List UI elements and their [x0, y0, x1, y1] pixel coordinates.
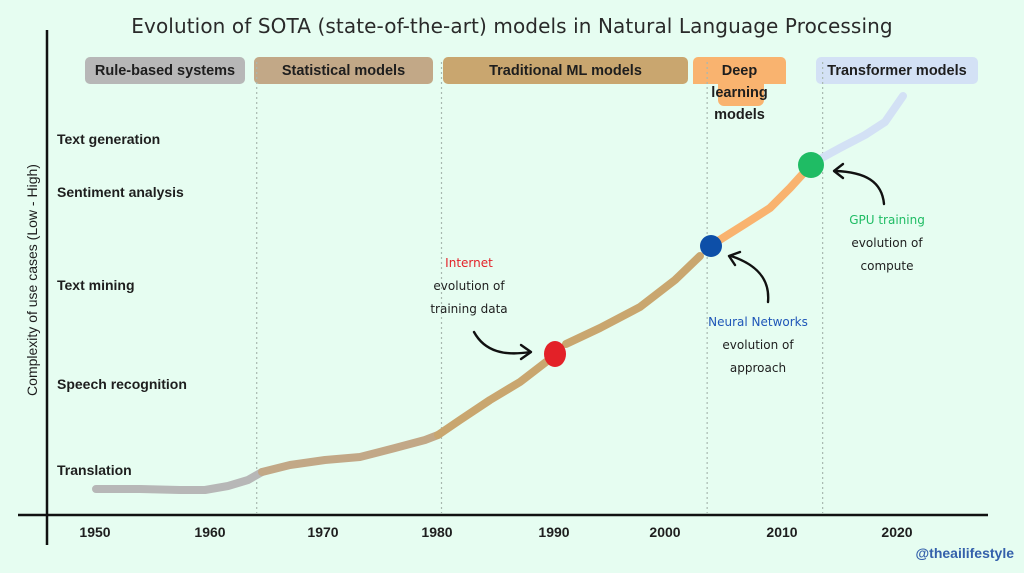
diagram-title: Evolution of SOTA (state-of-the-art) mod…	[131, 14, 893, 38]
annotation-neural-networks-line1: evolution of	[722, 338, 794, 352]
annotation-internet-highlight: Internet	[445, 256, 493, 270]
annotation-neural-networks-line2: approach	[729, 361, 787, 375]
annotation-gpu-training-highlight: GPU training	[849, 213, 925, 227]
annotation-gpu-training-line1: evolution of	[851, 236, 923, 250]
progress-curve	[92, 92, 907, 494]
era-deep-learning-box-bottom	[718, 80, 764, 106]
curve-segment-traditional-ml-models	[434, 358, 550, 439]
era-deep-learning-line1: Deep learning	[711, 63, 768, 101]
era-rule-based: Rule-based systems	[85, 57, 245, 84]
y-axis-title: Complexity of use cases (Low - High)	[24, 164, 40, 396]
curve-segment-transformer-models	[814, 92, 907, 164]
curve-segment-rule-based-systems	[92, 468, 266, 494]
milestone-dot-internet	[544, 341, 566, 367]
arrow-gpu-training	[833, 169, 886, 206]
arrow-internet	[472, 330, 532, 355]
annotation-internet-line2: training data	[430, 302, 508, 316]
annotation-gpu-training-line2: compute	[860, 259, 914, 273]
y-level-sentiment-analysis: Sentiment analysis	[57, 184, 184, 200]
watermark-handle: @theailifestyle	[915, 545, 1014, 561]
y-level-speech-recognition: Speech recognition	[57, 376, 187, 392]
annotation-neural-networks: Neural Networks evolution of approach	[688, 311, 828, 380]
arrow-neural-networks-head	[727, 250, 742, 267]
era-deep-learning-line2: models	[714, 107, 765, 123]
y-level-text-mining: Text mining	[57, 277, 135, 293]
annotation-neural-networks-highlight: Neural Networks	[708, 315, 808, 329]
curve-segment-deep-learning-models	[714, 162, 814, 245]
arrow-internet-head	[519, 343, 533, 361]
era-transformer: Transformer models	[816, 57, 978, 84]
x-tick-1990: 1990	[538, 524, 570, 540]
era-transformer-label: Transformer models	[827, 62, 967, 79]
curve-segment-statistical-models	[258, 431, 442, 476]
milestone-dots	[544, 152, 824, 367]
x-tick-1980: 1980	[421, 524, 453, 540]
annotation-internet-line1: evolution of	[433, 279, 505, 293]
x-tick-2010: 2010	[766, 524, 798, 540]
era-traditional-ml-label: Traditional ML models	[489, 62, 642, 79]
curve-segment-traditional-ml-models	[562, 252, 704, 348]
milestone-dot-gpu-training	[798, 152, 824, 178]
y-level-text-generation: Text generation	[57, 131, 161, 147]
milestone-arrows	[472, 162, 886, 361]
annotation-internet: Internet evolution of training data	[404, 252, 534, 321]
x-tick-1970: 1970	[307, 524, 339, 540]
era-statistical: Statistical models	[254, 57, 433, 84]
milestone-dot-neural-networks	[700, 235, 722, 257]
arrow-gpu-training-head	[832, 162, 845, 180]
era-deep-learning-box-top	[693, 57, 786, 84]
x-tick-1950: 1950	[79, 524, 111, 540]
x-tick-1960: 1960	[194, 524, 226, 540]
era-dividers	[256, 62, 824, 513]
y-level-translation: Translation	[57, 462, 132, 478]
x-tick-2020: 2020	[881, 524, 913, 540]
arrow-neural-networks	[729, 254, 770, 304]
x-tick-2000: 2000	[649, 524, 681, 540]
era-deep-learning-label: Deep learning models	[693, 60, 786, 126]
era-traditional-ml: Traditional ML models	[443, 57, 688, 84]
annotation-gpu-training: GPU training evolution of compute	[822, 209, 952, 278]
era-rule-based-label: Rule-based systems	[94, 62, 236, 79]
era-statistical-label: Statistical models	[281, 62, 406, 79]
